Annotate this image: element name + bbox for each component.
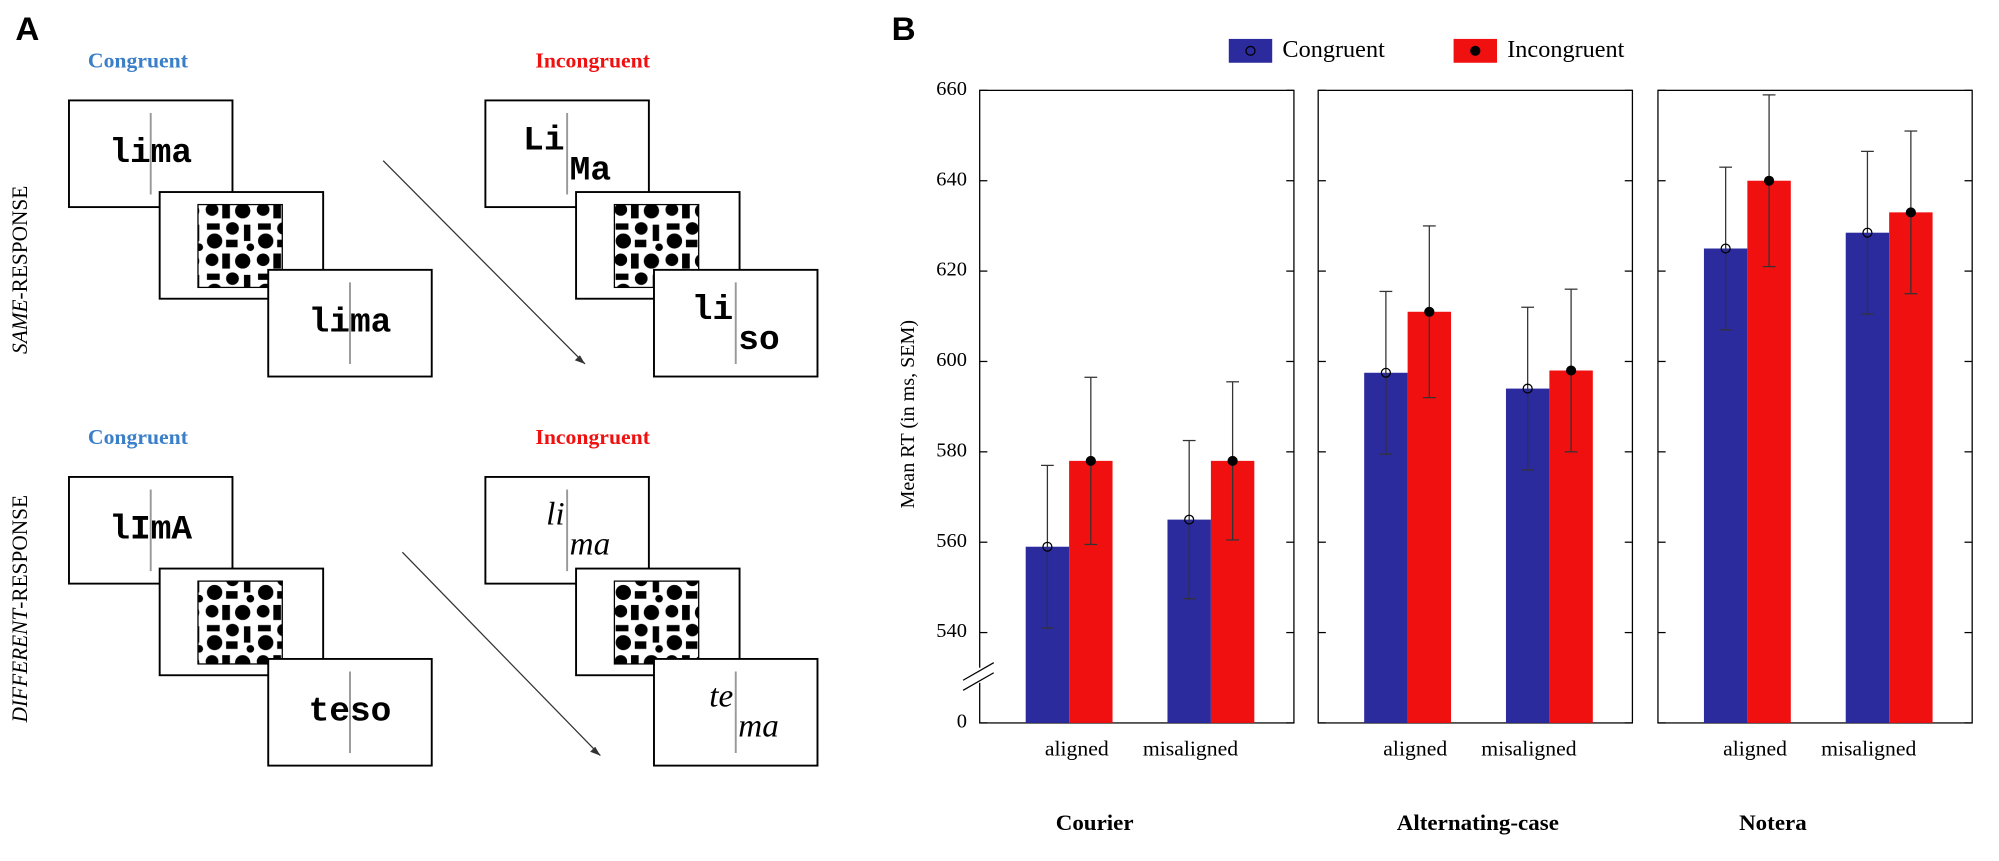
stimulus-word: li	[546, 497, 564, 533]
mean-marker	[1565, 365, 1577, 376]
y-tick-label: 660	[936, 78, 967, 100]
condition-label: Congruent	[88, 425, 189, 449]
mask-image	[613, 580, 700, 665]
y-tick-label: 580	[936, 440, 967, 462]
stimulus-word: so	[738, 322, 779, 360]
panel-name: Alternating-case	[1397, 810, 1559, 835]
stimulus-word: te	[709, 679, 733, 715]
y-tick-label: 620	[936, 259, 967, 281]
mean-marker	[1184, 514, 1195, 525]
legend-swatch	[1228, 38, 1273, 63]
x-tick-label: aligned	[1045, 737, 1109, 761]
mean-marker	[1227, 455, 1238, 466]
condition-label: Incongruent	[535, 425, 650, 449]
x-tick-label: misaligned	[1143, 737, 1238, 761]
y-tick-label: 640	[936, 168, 967, 190]
y-axis-title: Mean RT (in ms, SEM)	[897, 320, 919, 509]
panel-label: B	[892, 10, 916, 47]
y-tick-label: 540	[936, 620, 967, 642]
arrow-head	[590, 746, 601, 756]
mask-image	[197, 580, 283, 665]
condition-label: Incongruent	[535, 49, 650, 73]
x-tick-label: misaligned	[1481, 737, 1576, 761]
axis-break	[962, 672, 995, 691]
arrow	[382, 160, 586, 365]
response-emph: SAME	[8, 299, 32, 353]
legend-label: Incongruent	[1507, 37, 1625, 63]
stimulus-word: li	[692, 292, 733, 330]
mean-marker	[1085, 455, 1096, 466]
legend-marker	[1245, 45, 1256, 56]
mean-marker	[1862, 227, 1873, 238]
stimulus-word: ma	[738, 709, 779, 745]
response-rest: -RESPONSE	[8, 186, 32, 300]
panel-name: Notera	[1739, 810, 1807, 835]
stimulus-word: Ma	[570, 153, 611, 191]
axis-break	[962, 662, 995, 681]
plot-frame	[979, 89, 1295, 724]
response-label: SAME-RESPONSE	[8, 186, 32, 354]
panel-name: Courier	[1056, 810, 1134, 835]
bar	[1889, 212, 1933, 723]
axis-break-gap	[970, 667, 989, 683]
mean-marker	[1380, 367, 1391, 378]
y-tick-label: 600	[936, 349, 967, 371]
x-tick-label: aligned	[1383, 737, 1447, 761]
stimulus-word: ma	[570, 527, 611, 563]
panel-label: A	[15, 10, 39, 47]
y-tick-label: 560	[936, 530, 967, 552]
legend-marker	[1470, 45, 1481, 56]
mean-marker	[1720, 243, 1731, 254]
mean-marker	[1424, 306, 1435, 317]
mean-marker	[1763, 175, 1775, 186]
response-emph: DIFFERENT	[8, 607, 32, 724]
plot-frame	[1317, 89, 1634, 724]
arrow-head	[574, 355, 586, 364]
response-rest: -RESPONSE	[8, 495, 32, 609]
mean-marker	[1042, 541, 1053, 552]
legend-label: Congruent	[1282, 37, 1385, 63]
condition-label: Congruent	[88, 49, 189, 73]
x-tick-label: aligned	[1723, 737, 1787, 761]
mean-marker	[1522, 383, 1533, 394]
arrow	[401, 551, 601, 757]
plot-frame	[1657, 89, 1973, 724]
bar	[1747, 180, 1791, 723]
x-tick-label: misaligned	[1821, 737, 1916, 761]
y-tick-label: 0	[957, 711, 967, 733]
response-label: DIFFERENT-RESPONSE	[8, 495, 32, 723]
mean-marker	[1905, 207, 1916, 218]
stimulus-word: Li	[523, 123, 564, 161]
